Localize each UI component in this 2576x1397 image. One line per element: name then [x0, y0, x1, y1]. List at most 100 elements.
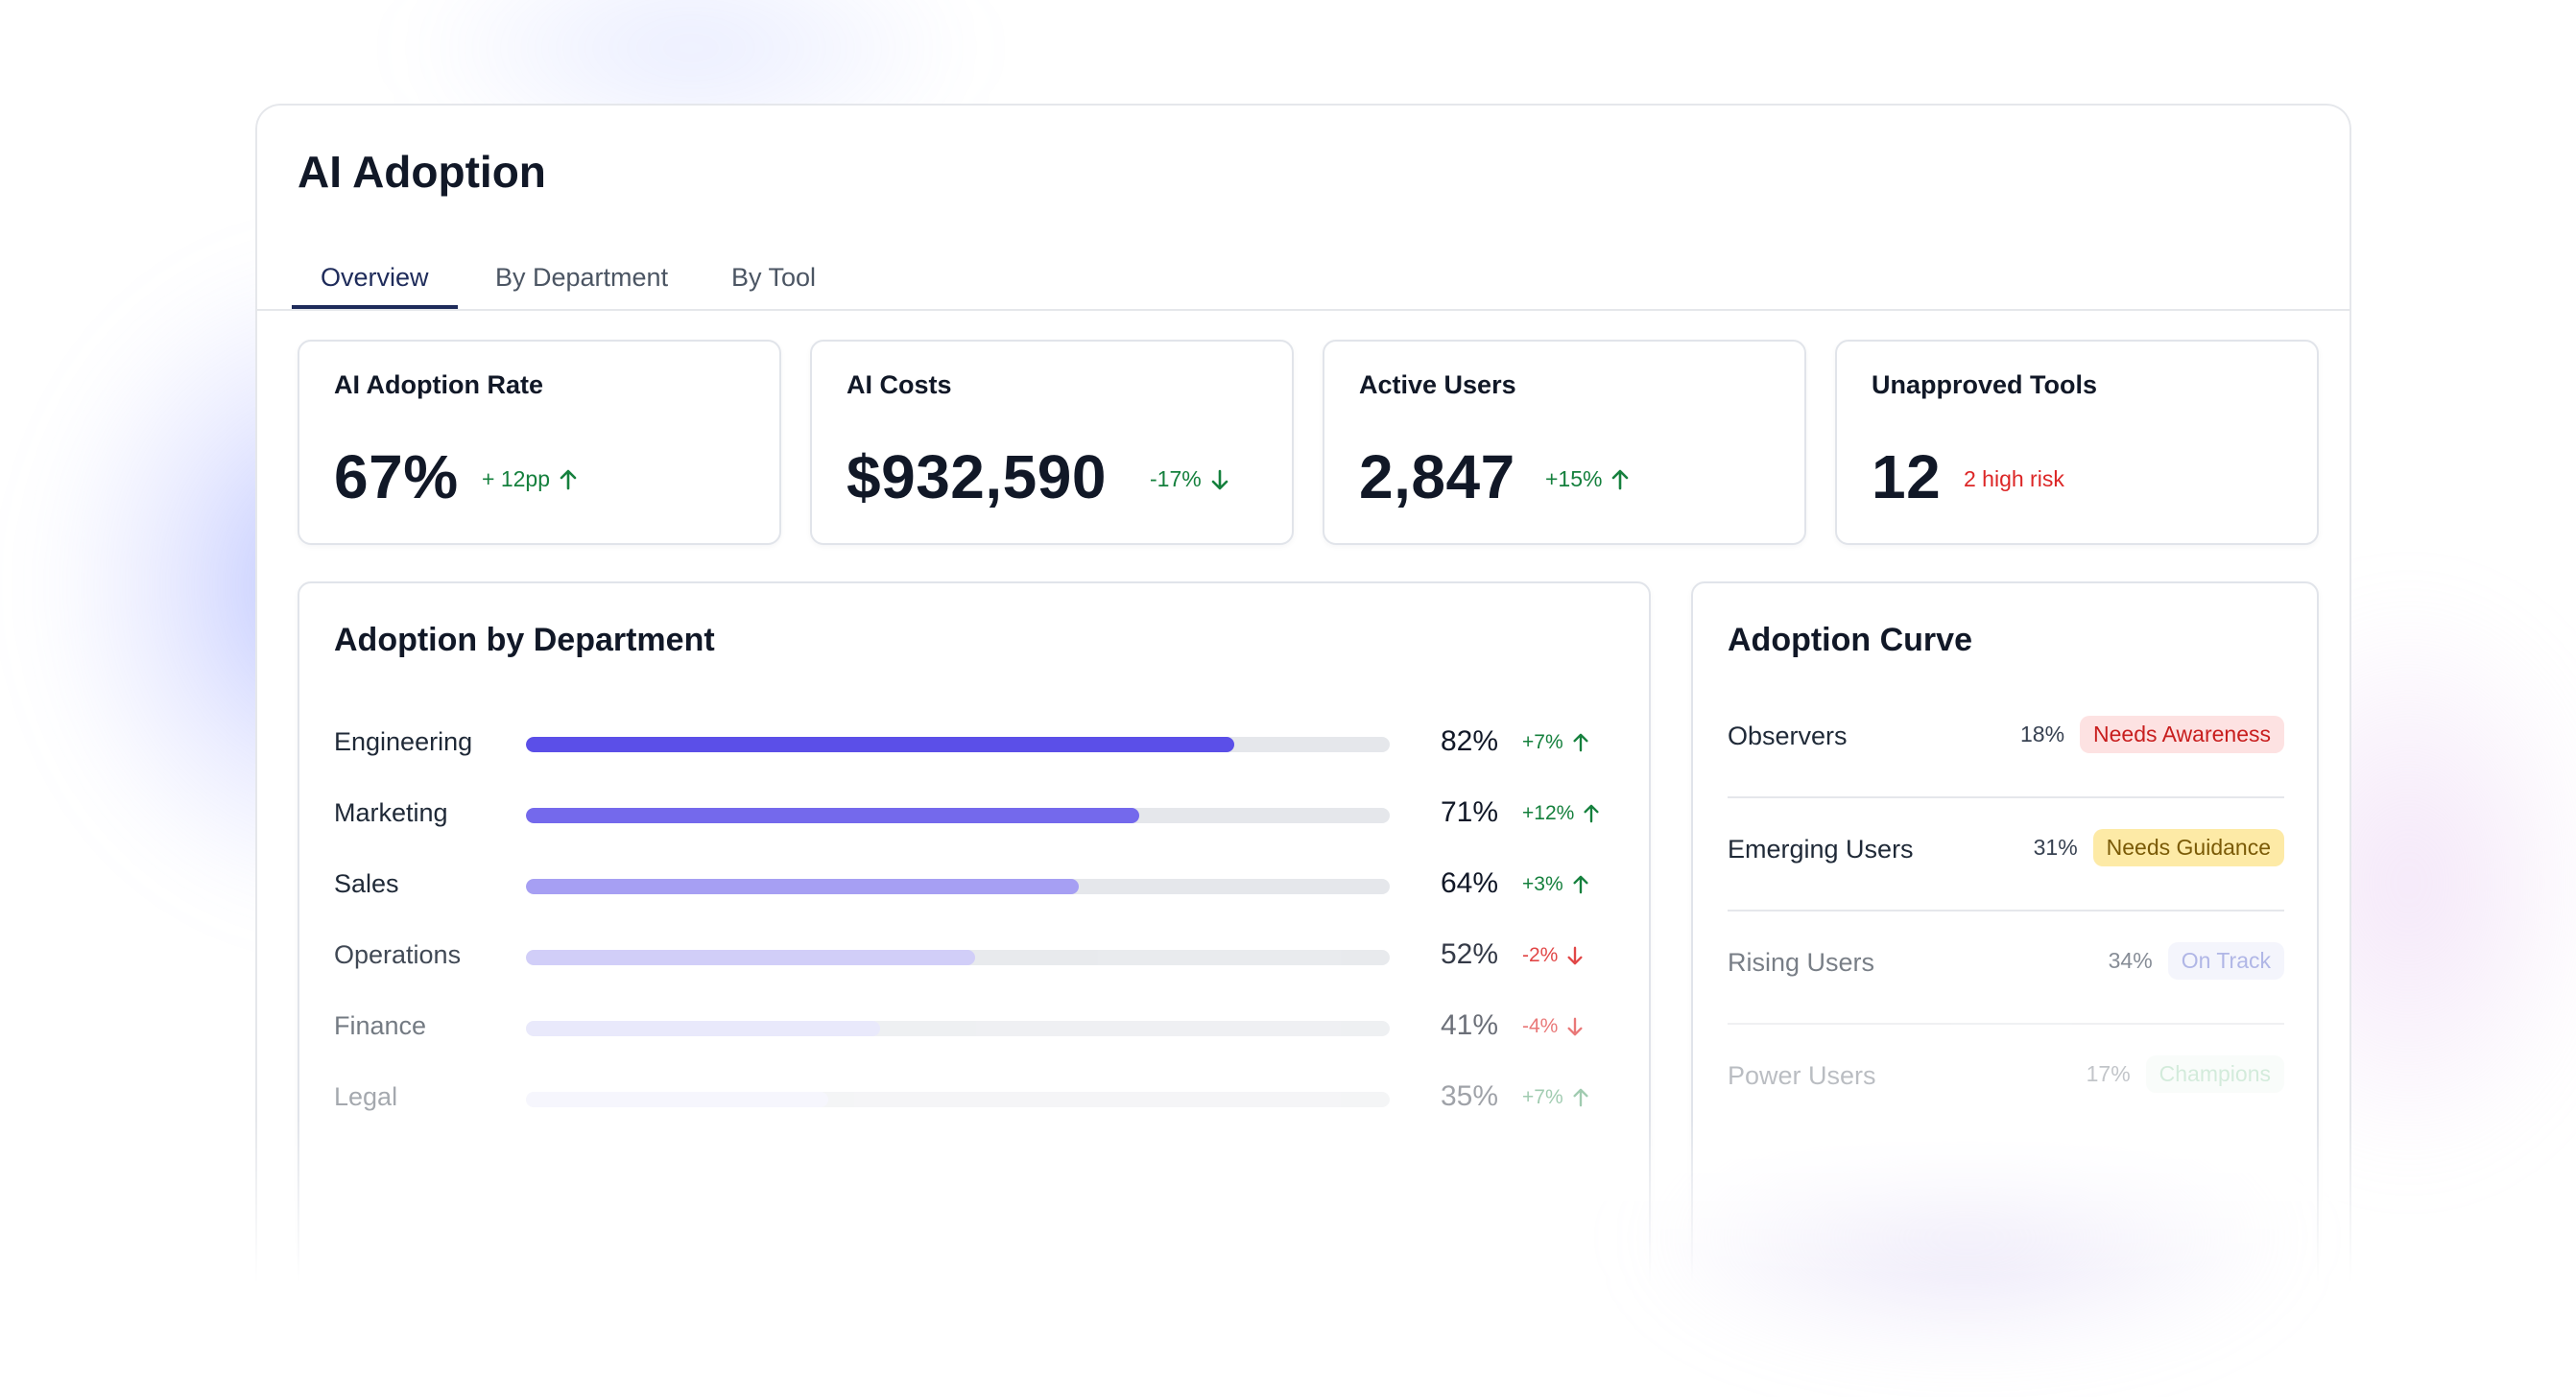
department-name: Sales [334, 869, 399, 898]
department-delta-text: +3% [1522, 873, 1563, 895]
kpi-value: 2,847 [1359, 442, 1515, 511]
arrow-up-icon [1571, 1087, 1590, 1108]
arrow-up-icon [1571, 874, 1590, 895]
arrow-up-icon [1582, 803, 1601, 824]
status-badge: On Track [2167, 942, 2284, 980]
progress-fill [526, 1092, 828, 1107]
progress-fill [526, 808, 1139, 823]
arrow-down-icon [1565, 1016, 1585, 1037]
department-percent: 35% [1441, 1080, 1499, 1112]
department-name: Engineering [334, 727, 473, 756]
kpi-title: AI Adoption Rate [334, 370, 543, 399]
kpi-title: Unapproved Tools [1872, 370, 2098, 399]
curve-row: Rising Users 34% On Track [1728, 912, 2284, 1025]
department-delta-text: +7% [1522, 731, 1563, 753]
kpi-delta: -17% [1150, 466, 1230, 492]
department-delta-text: +7% [1522, 1086, 1563, 1108]
kpi-delta: +15% [1545, 466, 1631, 492]
kpi-value: 12 [1872, 442, 1942, 511]
kpi-delta-text: -17% [1150, 466, 1202, 491]
department-delta-text: -4% [1522, 1015, 1559, 1037]
arrow-down-icon [1209, 468, 1230, 491]
progress-track [526, 808, 1390, 823]
kpi-value: $932,590 [847, 442, 1107, 511]
section-title: Adoption Curve [1728, 622, 1972, 658]
status-badge: Needs Awareness [2080, 716, 2284, 753]
department-percent: 64% [1441, 867, 1499, 899]
tab-by-tool[interactable]: By Tool [731, 263, 817, 292]
department-name: Operations [334, 940, 462, 969]
progress-fill [526, 879, 1079, 894]
tab-bar: Overview By Department By Tool [257, 248, 2349, 311]
status-badge: Needs Guidance [2092, 829, 2284, 866]
department-delta: -4% [1522, 1015, 1585, 1038]
progress-track [526, 1021, 1390, 1036]
kpi-card-active-users: Active Users 2,847 +15% [1323, 340, 1806, 545]
kpi-risk-note: 2 high risk [1964, 466, 2064, 491]
progress-track [526, 950, 1390, 965]
arrow-up-icon [1571, 732, 1590, 753]
department-name: Marketing [334, 798, 448, 827]
department-name: Finance [334, 1011, 427, 1040]
department-delta: +7% [1522, 731, 1590, 754]
progress-track [526, 879, 1390, 894]
department-delta: +3% [1522, 873, 1590, 896]
kpi-delta: + 12pp [482, 466, 579, 492]
department-percent: 52% [1441, 938, 1499, 970]
department-name: Legal [334, 1082, 398, 1111]
department-percent: 41% [1441, 1009, 1499, 1041]
arrow-up-icon [558, 468, 579, 491]
department-delta: +7% [1522, 1086, 1590, 1109]
curve-row: Emerging Users 31% Needs Guidance [1728, 798, 2284, 912]
curve-segment-meta: 18% Needs Awareness [2020, 716, 2284, 753]
kpi-value: 67% [334, 442, 459, 511]
kpi-title: AI Costs [847, 370, 952, 399]
department-row: Marketing 71% +12% [334, 794, 1610, 833]
curve-segment-percent: 18% [2019, 722, 2065, 746]
arrow-down-icon [1565, 945, 1585, 966]
department-row: Engineering 82% +7% [334, 723, 1610, 762]
progress-track [526, 1092, 1390, 1107]
kpi-delta-text: +15% [1545, 466, 1603, 491]
progress-fill [526, 950, 975, 965]
curve-segment-meta: 31% Needs Guidance [2034, 829, 2284, 866]
department-percent: 82% [1441, 725, 1499, 757]
curve-segment-percent: 34% [2108, 948, 2153, 973]
kpi-card-unapproved-tools: Unapproved Tools 12 2 high risk [1835, 340, 2319, 545]
department-delta-text: -2% [1522, 944, 1559, 966]
tab-overview[interactable]: Overview [292, 263, 458, 309]
kpi-card-adoption-rate: AI Adoption Rate 67% + 12pp [298, 340, 781, 545]
section-title: Adoption by Department [334, 622, 715, 658]
arrow-up-icon [1610, 468, 1631, 491]
kpi-title: Active Users [1359, 370, 1516, 399]
status-badge: Champions [2145, 1055, 2284, 1093]
department-row: Legal 35% +7% [334, 1078, 1610, 1117]
curve-segment-percent: 31% [2033, 835, 2078, 860]
progress-fill [526, 1021, 880, 1036]
department-delta: +12% [1522, 802, 1601, 825]
curve-segment-name: Power Users [1728, 1061, 1876, 1090]
curve-segment-meta: 34% On Track [2109, 942, 2284, 980]
curve-segment-percent: 17% [2086, 1061, 2131, 1086]
curve-row: Observers 18% Needs Awareness [1728, 685, 2284, 798]
department-row: Finance 41% -4% [334, 1007, 1610, 1046]
department-row: Sales 64% +3% [334, 865, 1610, 904]
department-percent: 71% [1441, 796, 1499, 828]
department-delta-text: +12% [1522, 802, 1575, 824]
department-row: Operations 52% -2% [334, 936, 1610, 975]
adoption-by-department-card: Adoption by Department Engineering 82% +7%… [298, 581, 1651, 1284]
tab-by-department[interactable]: By Department [495, 263, 669, 292]
curve-segment-name: Rising Users [1728, 948, 1875, 977]
kpi-delta-text: + 12pp [482, 466, 550, 491]
curve-segment-name: Emerging Users [1728, 835, 1914, 864]
curve-segment-meta: 17% Champions [2087, 1055, 2284, 1093]
adoption-curve-card: Adoption Curve Observers 18% Needs Awarene… [1691, 581, 2319, 1284]
page-title: AI Adoption [298, 147, 546, 197]
curve-row: Power Users 17% Champions [1728, 1025, 2284, 1138]
progress-track [526, 737, 1390, 752]
kpi-card-ai-costs: AI Costs $932,590 -17% [810, 340, 1294, 545]
department-delta: -2% [1522, 944, 1585, 967]
progress-fill [526, 737, 1234, 752]
curve-segment-name: Observers [1728, 722, 1848, 750]
